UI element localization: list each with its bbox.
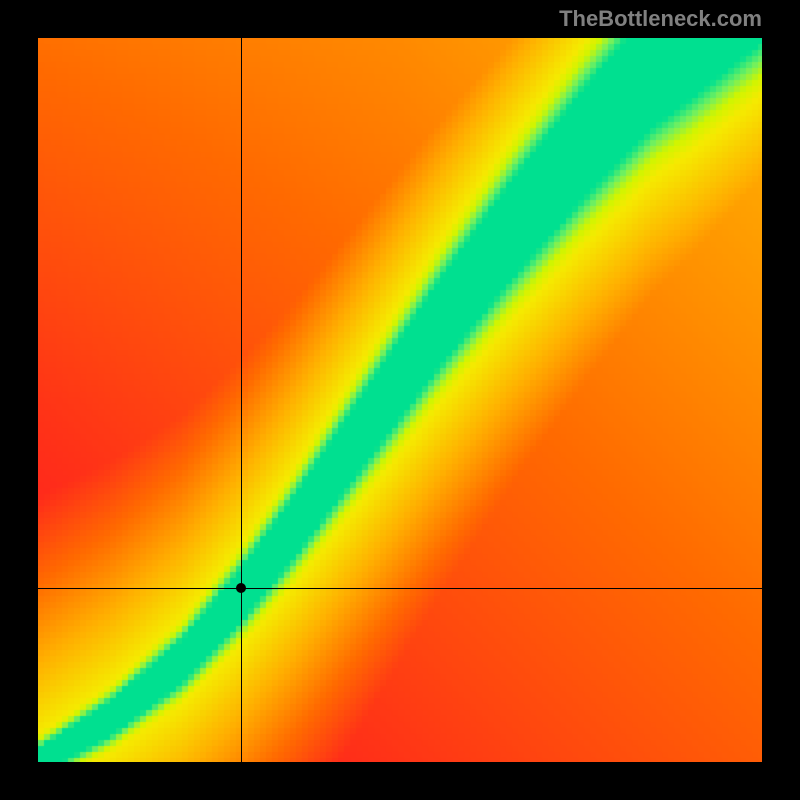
heatmap-canvas [38,38,762,762]
heatmap-chart [38,38,762,762]
crosshair-vertical [241,38,242,762]
attribution-label: TheBottleneck.com [559,6,762,32]
data-point-marker [236,583,246,593]
crosshair-horizontal [38,588,762,589]
